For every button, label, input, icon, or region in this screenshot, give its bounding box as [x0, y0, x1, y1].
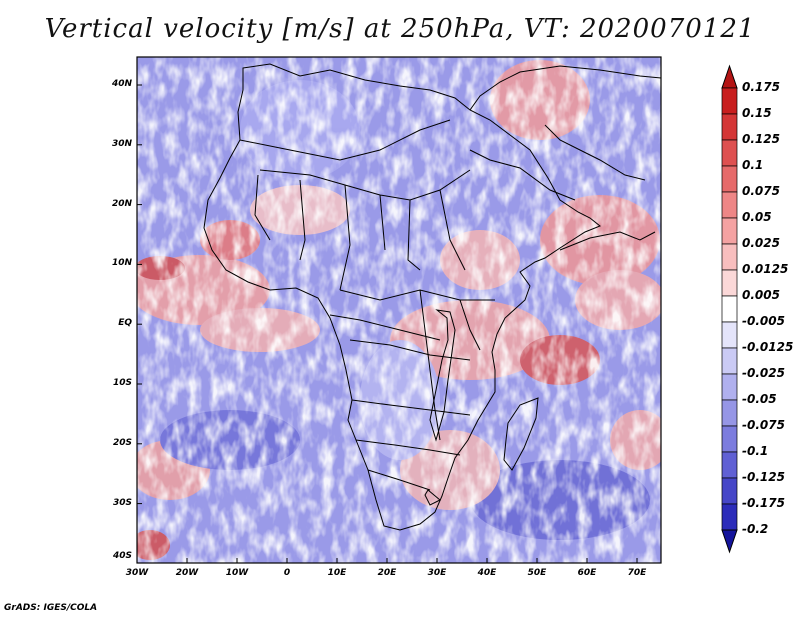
colorbar-label: -0.175 [742, 496, 785, 510]
colorbar-label: 0.0125 [742, 262, 789, 276]
colorbar-segment [721, 113, 738, 141]
colorbar-segment [721, 191, 738, 219]
colorbar-label: -0.0125 [742, 340, 794, 354]
lat-label: 30S [112, 497, 132, 508]
coastlines-and-borders [203, 63, 661, 531]
colorbar-label: -0.2 [742, 522, 769, 536]
colorbar-label: -0.05 [742, 392, 777, 406]
axis-ticks [136, 84, 638, 564]
colorbar-segment [721, 503, 738, 531]
colorbar-label: 0.125 [742, 132, 780, 146]
lat-label: 20S [112, 437, 132, 448]
lon-label: 0 [283, 568, 291, 578]
chart-title: Vertical velocity [m/s] at 250hPa, VT: 2… [44, 14, 756, 44]
lat-label: EQ [118, 318, 132, 329]
grads-credit: GrADS: IGES/COLA [4, 603, 98, 613]
lon-label: 30W [125, 568, 149, 578]
colorbar-segment [721, 139, 738, 167]
field-texture [137, 57, 661, 563]
lon-label: 10W [225, 568, 249, 578]
colorbar-label: 0.15 [742, 106, 772, 120]
colorbar-label: -0.005 [742, 314, 785, 328]
lat-label: 40S [112, 551, 132, 561]
colorbar-segment [721, 87, 738, 115]
colorbar-label: -0.025 [742, 366, 785, 380]
colorbar-label: 0.175 [742, 80, 780, 94]
lon-label: 30E [427, 568, 447, 578]
colorbar-segment [721, 451, 738, 479]
lon-label: 40E [477, 568, 497, 578]
lon-label: 10E [327, 568, 347, 578]
lat-label: 10S [112, 378, 132, 388]
colorbar-segment [721, 217, 738, 245]
colorbar-segment [721, 269, 738, 297]
colorbar-segment [721, 321, 738, 349]
colorbar-label: 0.005 [742, 288, 780, 302]
lat-label: 10N [111, 258, 132, 269]
colorbar-segment [721, 399, 738, 427]
lon-label: 20W [175, 568, 199, 578]
colorbar-label: 0.025 [742, 236, 780, 250]
colorbar-segment [721, 347, 738, 375]
colorbar-label: 0.05 [742, 210, 772, 224]
lon-label: 70E [627, 568, 647, 578]
colorbar-segment [721, 295, 738, 323]
colorbar [721, 64, 738, 554]
colorbar-label: -0.125 [742, 470, 785, 484]
lat-label: 20N [111, 198, 132, 209]
lat-label: 30N [111, 138, 132, 149]
lon-label: 60E [577, 568, 597, 578]
colorbar-label: 0.075 [742, 184, 780, 198]
colorbar-segment [721, 477, 738, 505]
colorbar-segment [721, 425, 738, 453]
plot-frame [136, 56, 662, 564]
lat-label: 40N [111, 79, 132, 89]
colorbar-segment [721, 165, 738, 193]
colorbar-bottom-arrow [721, 529, 738, 554]
colorbar-label: 0.1 [742, 158, 764, 172]
lon-label: 20E [377, 568, 397, 578]
colorbar-label: -0.075 [742, 418, 785, 432]
colorbar-segment [721, 243, 738, 271]
colorbar-top-arrow [721, 64, 738, 89]
lon-label: 50E [527, 568, 547, 578]
colorbar-label: -0.1 [742, 444, 769, 458]
colorbar-segment [721, 373, 738, 401]
